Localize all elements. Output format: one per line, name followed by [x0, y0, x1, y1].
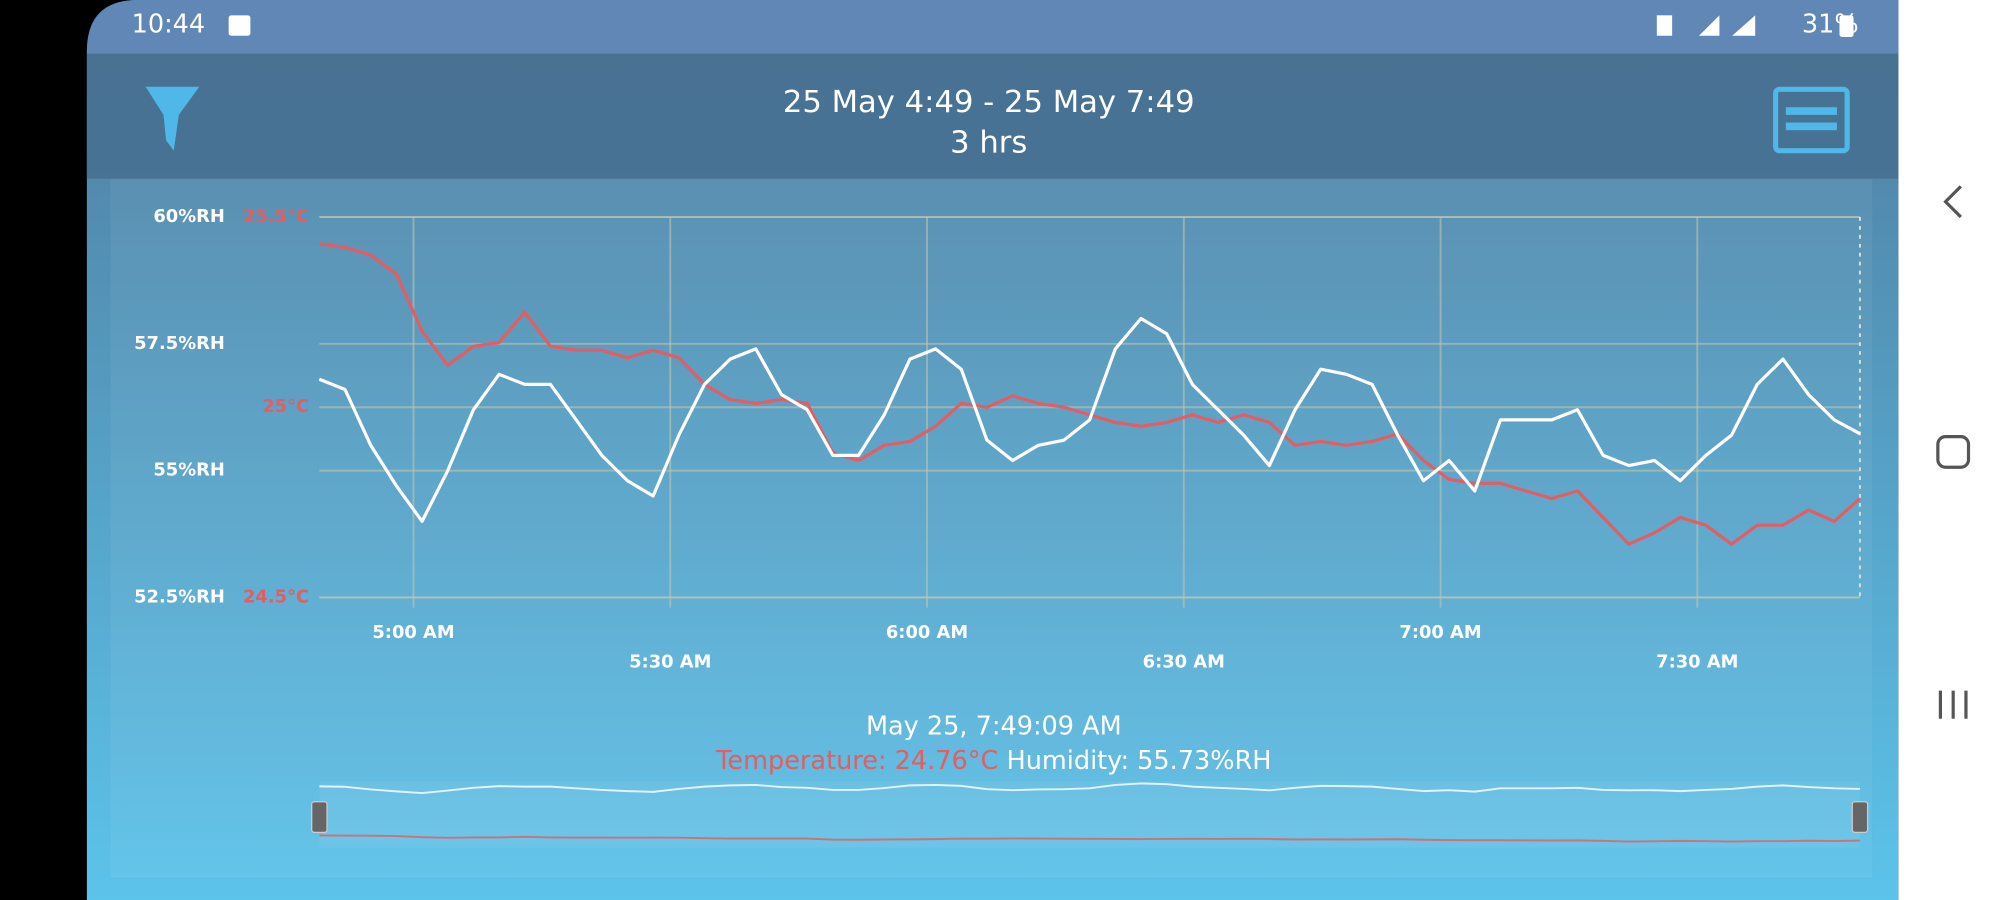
app-panel	[86, 0, 1899, 900]
status-bar	[86, 0, 1899, 54]
series-line	[319, 782, 1860, 794]
filter-button[interactable]	[145, 86, 200, 151]
back-button[interactable]	[1943, 185, 1962, 219]
navigator-track	[319, 781, 1860, 848]
navigator-handle[interactable]	[1851, 801, 1869, 833]
status-icons	[1656, 15, 1854, 38]
navigator-handle[interactable]	[311, 801, 328, 833]
x-tick-label: 5:30 AM	[629, 652, 711, 673]
navigator[interactable]	[311, 781, 1869, 848]
nav-bar	[1898, 0, 2003, 900]
series-line	[318, 316, 1861, 523]
y2-tick-label: 25.5°C	[243, 206, 309, 227]
x-tick-label: 5:00 AM	[372, 622, 454, 643]
readout-time: May 25, 7:49:09 AM	[866, 712, 1122, 742]
readout-humidity: Humidity: 55.73%RH	[1007, 746, 1272, 776]
duration: 3 hrs	[950, 126, 1027, 161]
gallery-icon	[228, 15, 251, 36]
y-tick-label: 57.5%RH	[134, 333, 225, 354]
home-button[interactable]	[1936, 435, 1971, 469]
header	[86, 53, 1899, 179]
readout-values: Temperature: 24.76°C Humidity: 55.73%RH	[715, 746, 1271, 776]
y2-tick-label: 24.5°C	[243, 586, 309, 607]
y-tick-label: 60%RH	[153, 206, 224, 227]
y-tick-label: 52.5%RH	[134, 586, 225, 607]
x-tick-label: 7:30 AM	[1656, 652, 1738, 673]
series-line	[319, 242, 1861, 546]
y-tick-label: 55%RH	[153, 460, 224, 481]
calendar-button[interactable]	[1773, 86, 1850, 154]
y2-tick-label: 25°C	[262, 396, 309, 417]
plot: 52.5%RH 55%RH 57.5%RH 60%RH 24.5°C 25°C 25.5°C…	[134, 206, 1861, 673]
chart-card	[109, 178, 1873, 879]
recents-button[interactable]	[1938, 690, 1968, 719]
x-tick-label: 6:00 AM	[886, 622, 968, 643]
x-tick-label: 7:00 AM	[1399, 622, 1481, 643]
readout-temperature: Temperature: 24.76°C	[715, 746, 998, 776]
date-range: 25 May 4:49 - 25 May 7:49	[783, 85, 1195, 120]
status-time: 10:44	[132, 10, 206, 40]
series-line	[319, 834, 1860, 843]
x-tick-label: 6:30 AM	[1143, 652, 1225, 673]
